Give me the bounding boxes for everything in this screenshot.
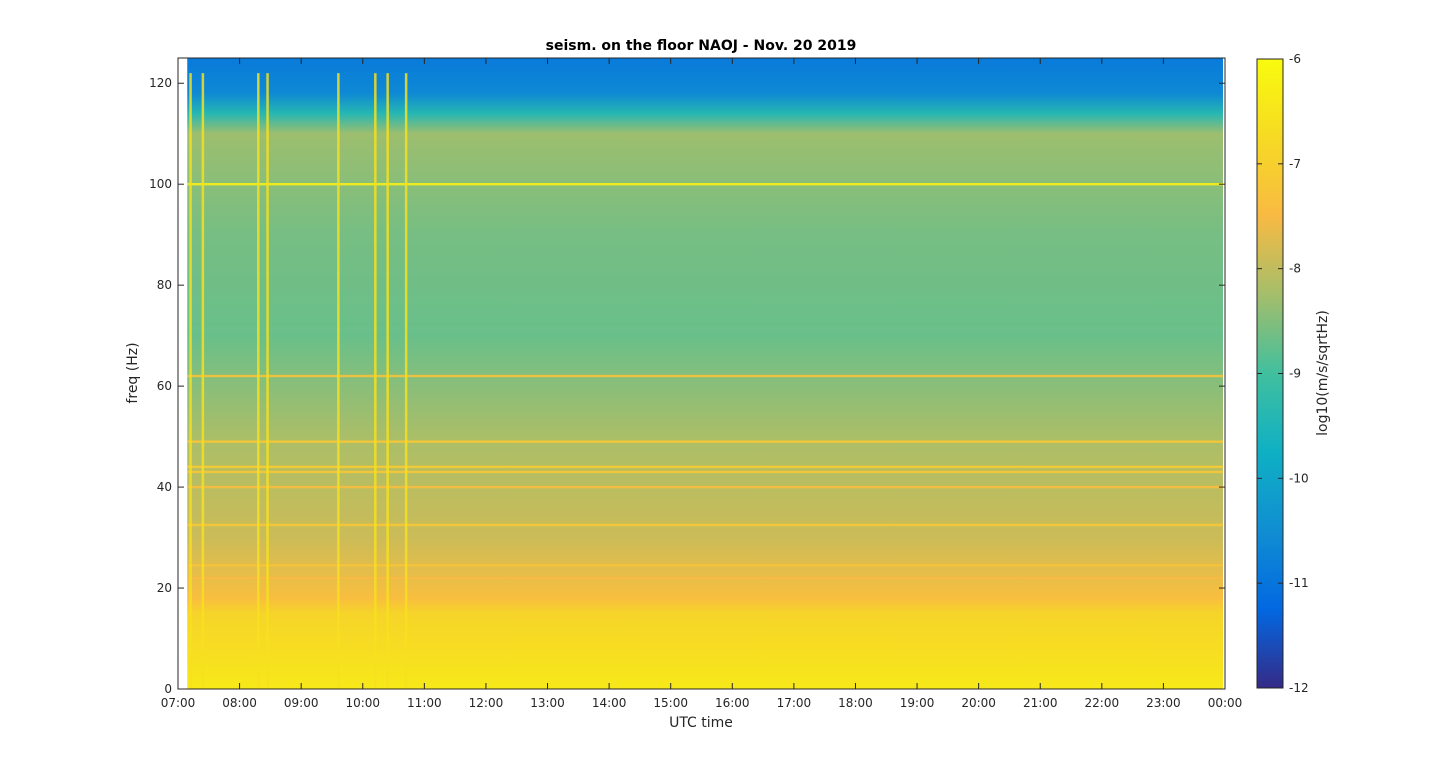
x-tick-label: 08:00 <box>222 696 257 710</box>
plot-frame <box>177 57 1226 690</box>
y-tick-label: 0 <box>164 682 172 696</box>
x-tick-label: 13:00 <box>530 696 565 710</box>
frequency-line-1 <box>187 374 1223 378</box>
broadband-event-3 <box>266 73 269 689</box>
plot-area <box>177 57 1226 690</box>
frequency-line-8 <box>187 576 1223 580</box>
frequency-line-5 <box>187 485 1223 489</box>
y-tick-label: 100 <box>149 177 172 191</box>
colorbar-tick-label: -9 <box>1289 367 1301 381</box>
frequency-line-3 <box>187 465 1223 469</box>
colorbar-tick-label: -12 <box>1289 681 1309 695</box>
x-tick-label: 22:00 <box>1085 696 1120 710</box>
x-tick-label: 10:00 <box>345 696 380 710</box>
frequency-line-0 <box>187 183 1223 186</box>
colorbar: -12 -11 -10 -9 -8 -7 -6 log10(m/s/sqrtHz) <box>1256 52 1331 695</box>
x-tick-label: 09:00 <box>284 696 319 710</box>
x-tick-label: 16:00 <box>715 696 750 710</box>
chart-title: seism. on the floor NAOJ - Nov. 20 2019 <box>546 38 857 54</box>
colorbar-tick-label: -8 <box>1289 262 1301 276</box>
y-tick-label: 120 <box>149 76 172 90</box>
x-tick-label: 18:00 <box>838 696 873 710</box>
x-axis-label: UTC time <box>669 715 733 731</box>
y-tick-label: 60 <box>157 379 172 393</box>
x-tick-label: 00:00 <box>1208 696 1243 710</box>
x-tick-label: 15:00 <box>653 696 688 710</box>
x-tick-label: 07:00 <box>161 696 196 710</box>
y-axis: 0 20 40 60 80 100 120 <box>149 76 1225 696</box>
spectrum-background <box>187 58 1223 689</box>
broadband-event-6 <box>386 73 389 689</box>
frequency-line-6 <box>187 523 1223 527</box>
colorbar-tick-label: -6 <box>1289 52 1301 66</box>
x-tick-label: 20:00 <box>961 696 996 710</box>
broadband-event-2 <box>257 73 260 689</box>
x-tick-label: 17:00 <box>777 696 812 710</box>
heatmap-layer <box>187 58 1223 689</box>
x-tick-label: 21:00 <box>1023 696 1058 710</box>
broadband-event-7 <box>404 73 408 689</box>
frequency-line-4 <box>187 470 1223 474</box>
y-tick-label: 80 <box>157 278 172 292</box>
broadband-event-5 <box>374 73 377 689</box>
colorbar-tick-label: -11 <box>1289 576 1309 590</box>
frequency-line-2 <box>187 440 1223 443</box>
y-axis-label: freq (Hz) <box>125 342 141 403</box>
colorbar-label: log10(m/s/sqrtHz) <box>1315 310 1331 436</box>
broadband-event-4 <box>337 73 340 689</box>
x-tick-label: 19:00 <box>900 696 935 710</box>
y-tick-label: 40 <box>157 480 172 494</box>
colorbar-tick-label: -10 <box>1289 471 1309 485</box>
y-tick-label: 20 <box>157 581 172 595</box>
colorbar-ticks: -12 -11 -10 -9 -8 -7 -6 <box>1257 52 1309 695</box>
broadband-event-1 <box>201 73 205 689</box>
x-tick-label: 11:00 <box>407 696 442 710</box>
x-tick-label: 23:00 <box>1146 696 1181 710</box>
x-tick-label: 14:00 <box>592 696 627 710</box>
x-axis: 07:00 08:00 09:00 10:00 11:00 12:00 13:00 14:00… <box>161 58 1243 710</box>
broadband-event-0 <box>189 73 192 689</box>
colorbar-tick-label: -7 <box>1289 157 1301 171</box>
x-tick-label: 12:00 <box>469 696 504 710</box>
frequency-line-7 <box>187 564 1223 567</box>
